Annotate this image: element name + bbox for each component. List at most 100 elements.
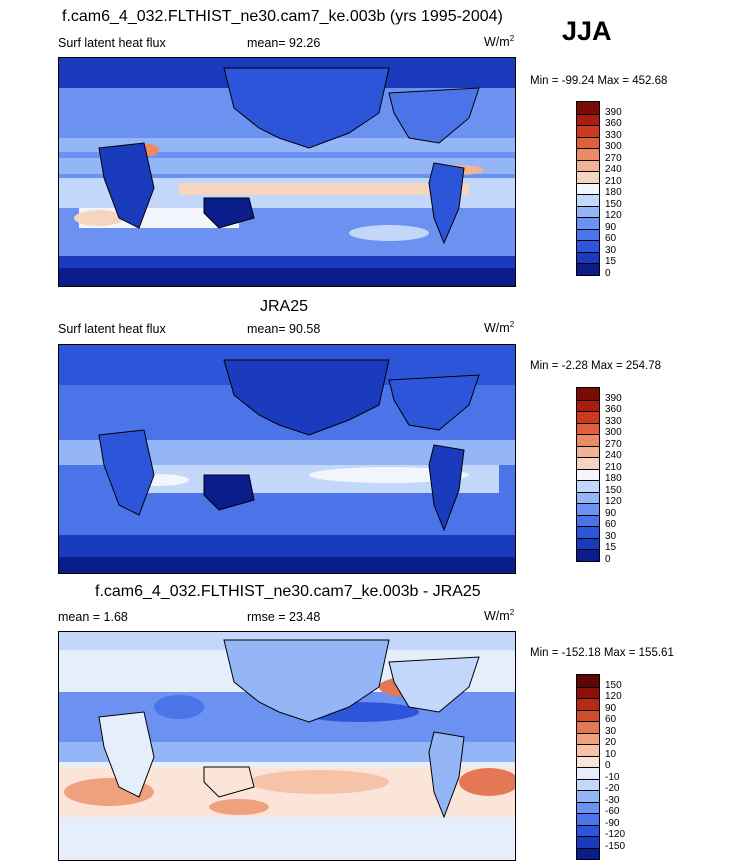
colorbar-tick-label: 0 bbox=[605, 267, 611, 279]
colorbar-cell bbox=[577, 182, 599, 194]
colorbar-cell bbox=[577, 698, 599, 710]
colorbar-cell bbox=[577, 709, 599, 721]
colorbar-cell bbox=[577, 675, 599, 687]
colorbar-cell bbox=[577, 514, 599, 526]
colorbar-cell bbox=[577, 755, 599, 767]
colorbar-cell bbox=[577, 136, 599, 148]
colorbar-cell bbox=[577, 468, 599, 480]
panel3-title: f.cam6_4_032.FLTHIST_ne30.cam7_ke.003b -… bbox=[95, 583, 481, 600]
colorbar-tick-label: 330 bbox=[605, 415, 622, 427]
panel3-map bbox=[58, 631, 516, 861]
colorbar-tick-label: 90 bbox=[605, 507, 617, 519]
colorbar-tick-label: 0 bbox=[605, 760, 611, 771]
colorbar-tick-label: 150 bbox=[605, 679, 622, 691]
colorbar-cell bbox=[577, 399, 599, 411]
colorbar-box bbox=[576, 387, 600, 562]
colorbar-cell bbox=[577, 813, 599, 825]
colorbar-tick-label: 300 bbox=[605, 427, 622, 438]
colorbar-cell bbox=[577, 801, 599, 813]
colorbar-box bbox=[576, 674, 600, 860]
colorbar-cell bbox=[577, 721, 599, 733]
panel3-mean-label: mean = 1.68 bbox=[58, 610, 128, 624]
colorbar-tick-label: 20 bbox=[605, 737, 617, 748]
colorbar-cell bbox=[577, 159, 599, 171]
colorbar-cell bbox=[577, 457, 599, 469]
colorbar-tick-label: 90 bbox=[605, 702, 617, 714]
colorbar-cell bbox=[577, 824, 599, 836]
colorbar-cell bbox=[577, 113, 599, 125]
colorbar-tick-label: 150 bbox=[605, 484, 622, 496]
colorbar-cell bbox=[577, 836, 599, 848]
colorbar-tick-label: 120 bbox=[605, 210, 622, 221]
colorbar-cell bbox=[577, 790, 599, 802]
colorbar-tick-label: 10 bbox=[605, 748, 617, 760]
colorbar-tick-label: -30 bbox=[605, 794, 620, 806]
colorbar-tick-label: 210 bbox=[605, 461, 622, 473]
panel2-mean-label: mean= 90.58 bbox=[247, 322, 321, 336]
colorbar-tick-label: 30 bbox=[605, 244, 617, 256]
colorbar-cell bbox=[577, 744, 599, 756]
colorbar-cell bbox=[577, 434, 599, 446]
panel1-map bbox=[58, 57, 516, 287]
panel2-minmax: Min = -2.28 Max = 254.78 bbox=[530, 360, 662, 372]
panel3-units: W/m2 bbox=[484, 608, 515, 624]
colorbar-tick-label: 360 bbox=[605, 118, 622, 129]
colorbar-tick-label: 330 bbox=[605, 129, 622, 141]
panel3-minmax: Min = -152.18 Max = 155.61 bbox=[530, 647, 674, 659]
colorbar-tick-label: 60 bbox=[605, 233, 617, 244]
colorbar-tick-label: 15 bbox=[605, 256, 617, 267]
colorbar-cell bbox=[577, 503, 599, 515]
panel1-variable-label: Surf latent heat flux bbox=[58, 36, 166, 50]
colorbar-tick-label: 60 bbox=[605, 714, 617, 725]
panel1-title: f.cam6_4_032.FLTHIST_ne30.cam7_ke.003b (… bbox=[62, 8, 503, 25]
colorbar-cell bbox=[577, 228, 599, 240]
colorbar-tick-label: 210 bbox=[605, 175, 622, 187]
colorbar-cell bbox=[577, 778, 599, 790]
colorbar-tick-label: 180 bbox=[605, 187, 622, 198]
colorbar-cell bbox=[577, 526, 599, 538]
panel2-variable-label: Surf latent heat flux bbox=[58, 322, 166, 336]
panel1-minmax: Min = -99.24 Max = 452.68 bbox=[530, 75, 668, 87]
panel2-map bbox=[58, 344, 516, 574]
colorbar-tick-label: 120 bbox=[605, 496, 622, 507]
colorbar-tick-label: -60 bbox=[605, 806, 620, 817]
colorbar-cell bbox=[577, 537, 599, 549]
colorbar-cell bbox=[577, 263, 599, 275]
colorbar-cell bbox=[577, 251, 599, 263]
colorbar-cell bbox=[577, 102, 599, 114]
colorbar-tick-label: 30 bbox=[605, 530, 617, 542]
colorbar-cell bbox=[577, 171, 599, 183]
colorbar-cell bbox=[577, 194, 599, 206]
colorbar-tick-label: 360 bbox=[605, 404, 622, 415]
colorbar-cell bbox=[577, 240, 599, 252]
colorbar-tick-label: 150 bbox=[605, 198, 622, 210]
panel2-title: JRA25 bbox=[260, 298, 309, 315]
colorbar-tick-label: -90 bbox=[605, 817, 620, 829]
season-label: JJA bbox=[562, 16, 612, 46]
colorbar-cell bbox=[577, 767, 599, 779]
panel1-mean-label: mean= 92.26 bbox=[247, 36, 321, 50]
colorbar-cell bbox=[577, 491, 599, 503]
colorbar-tick-label: 390 bbox=[605, 392, 622, 404]
colorbar-cell bbox=[577, 422, 599, 434]
colorbar-tick-label: 30 bbox=[605, 725, 617, 737]
colorbar-cell bbox=[577, 125, 599, 137]
colorbar-tick-label: 390 bbox=[605, 106, 622, 118]
colorbar-tick-label: 120 bbox=[605, 691, 622, 702]
colorbar-tick-label: 180 bbox=[605, 473, 622, 484]
colorbar-cell bbox=[577, 411, 599, 423]
panel1-units: W/m2 bbox=[484, 34, 515, 50]
colorbar-cell bbox=[577, 217, 599, 229]
colorbar-tick-label: 240 bbox=[605, 164, 622, 175]
colorbar-tick-label: 15 bbox=[605, 542, 617, 553]
colorbar-tick-label: -120 bbox=[605, 829, 626, 840]
colorbar-tick-label: -20 bbox=[605, 783, 620, 794]
colorbar-cell bbox=[577, 549, 599, 561]
colorbar-box bbox=[576, 101, 600, 276]
colorbar-tick-label: 0 bbox=[605, 553, 611, 565]
panel3-rmse-label: rmse = 23.48 bbox=[247, 610, 321, 624]
colorbar-tick-label: 270 bbox=[605, 152, 622, 164]
colorbar-cell bbox=[577, 445, 599, 457]
colorbar-cell bbox=[577, 480, 599, 492]
colorbar-tick-label: -150 bbox=[605, 840, 626, 852]
